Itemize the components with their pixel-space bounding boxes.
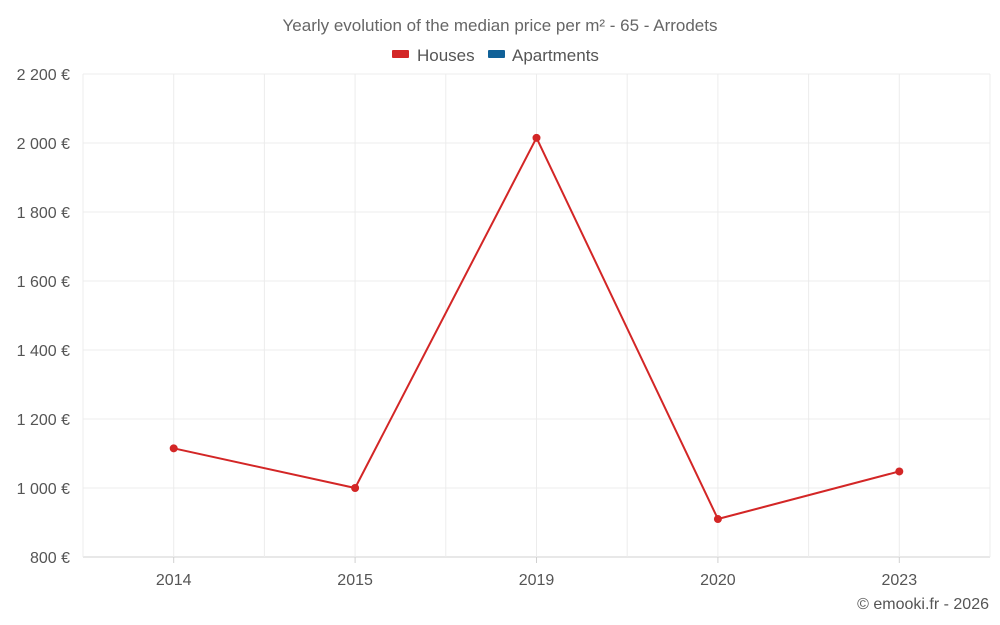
legend-swatch-apartments (488, 50, 505, 58)
gridlines (82, 73, 991, 558)
data-point-houses-2014[interactable] (169, 444, 178, 453)
y-tick-label: 2 000 € (17, 136, 70, 153)
x-tick-label: 2019 (519, 572, 555, 589)
x-tick-label: 2020 (700, 572, 736, 589)
legend-label-houses[interactable]: Houses (417, 46, 475, 65)
y-tick-label: 1 200 € (17, 412, 70, 429)
x-tick-label: 2023 (882, 572, 918, 589)
legend: Houses Apartments (392, 46, 599, 65)
data-point-houses-2015[interactable] (351, 484, 360, 492)
y-tick-label: 2 200 € (17, 67, 70, 84)
y-tick-label: 800 € (30, 550, 70, 567)
credit-text: © emooki.fr - 2026 (857, 596, 989, 613)
data-point-houses-2023[interactable] (895, 467, 904, 476)
y-tick-label: 1 600 € (17, 274, 70, 291)
chart-title: Yearly evolution of the median price per… (283, 16, 718, 35)
data-point-houses-2019[interactable] (532, 133, 541, 142)
legend-swatch-houses (392, 50, 409, 58)
y-tick-label: 1 800 € (17, 205, 70, 222)
x-axis: 2014 2015 2019 2020 2023 (156, 557, 917, 589)
data-point-houses-2020[interactable] (713, 515, 722, 524)
x-tick-label: 2014 (156, 572, 192, 589)
y-axis: 800 € 1 000 € 1 200 € 1 400 € 1 600 € 1 800 €… (17, 67, 70, 567)
series-houses (169, 133, 904, 524)
legend-label-apartments[interactable]: Apartments (512, 46, 599, 65)
y-tick-label: 1 400 € (17, 343, 70, 360)
y-tick-label: 1 000 € (17, 481, 70, 498)
x-tick-label: 2015 (337, 572, 373, 589)
